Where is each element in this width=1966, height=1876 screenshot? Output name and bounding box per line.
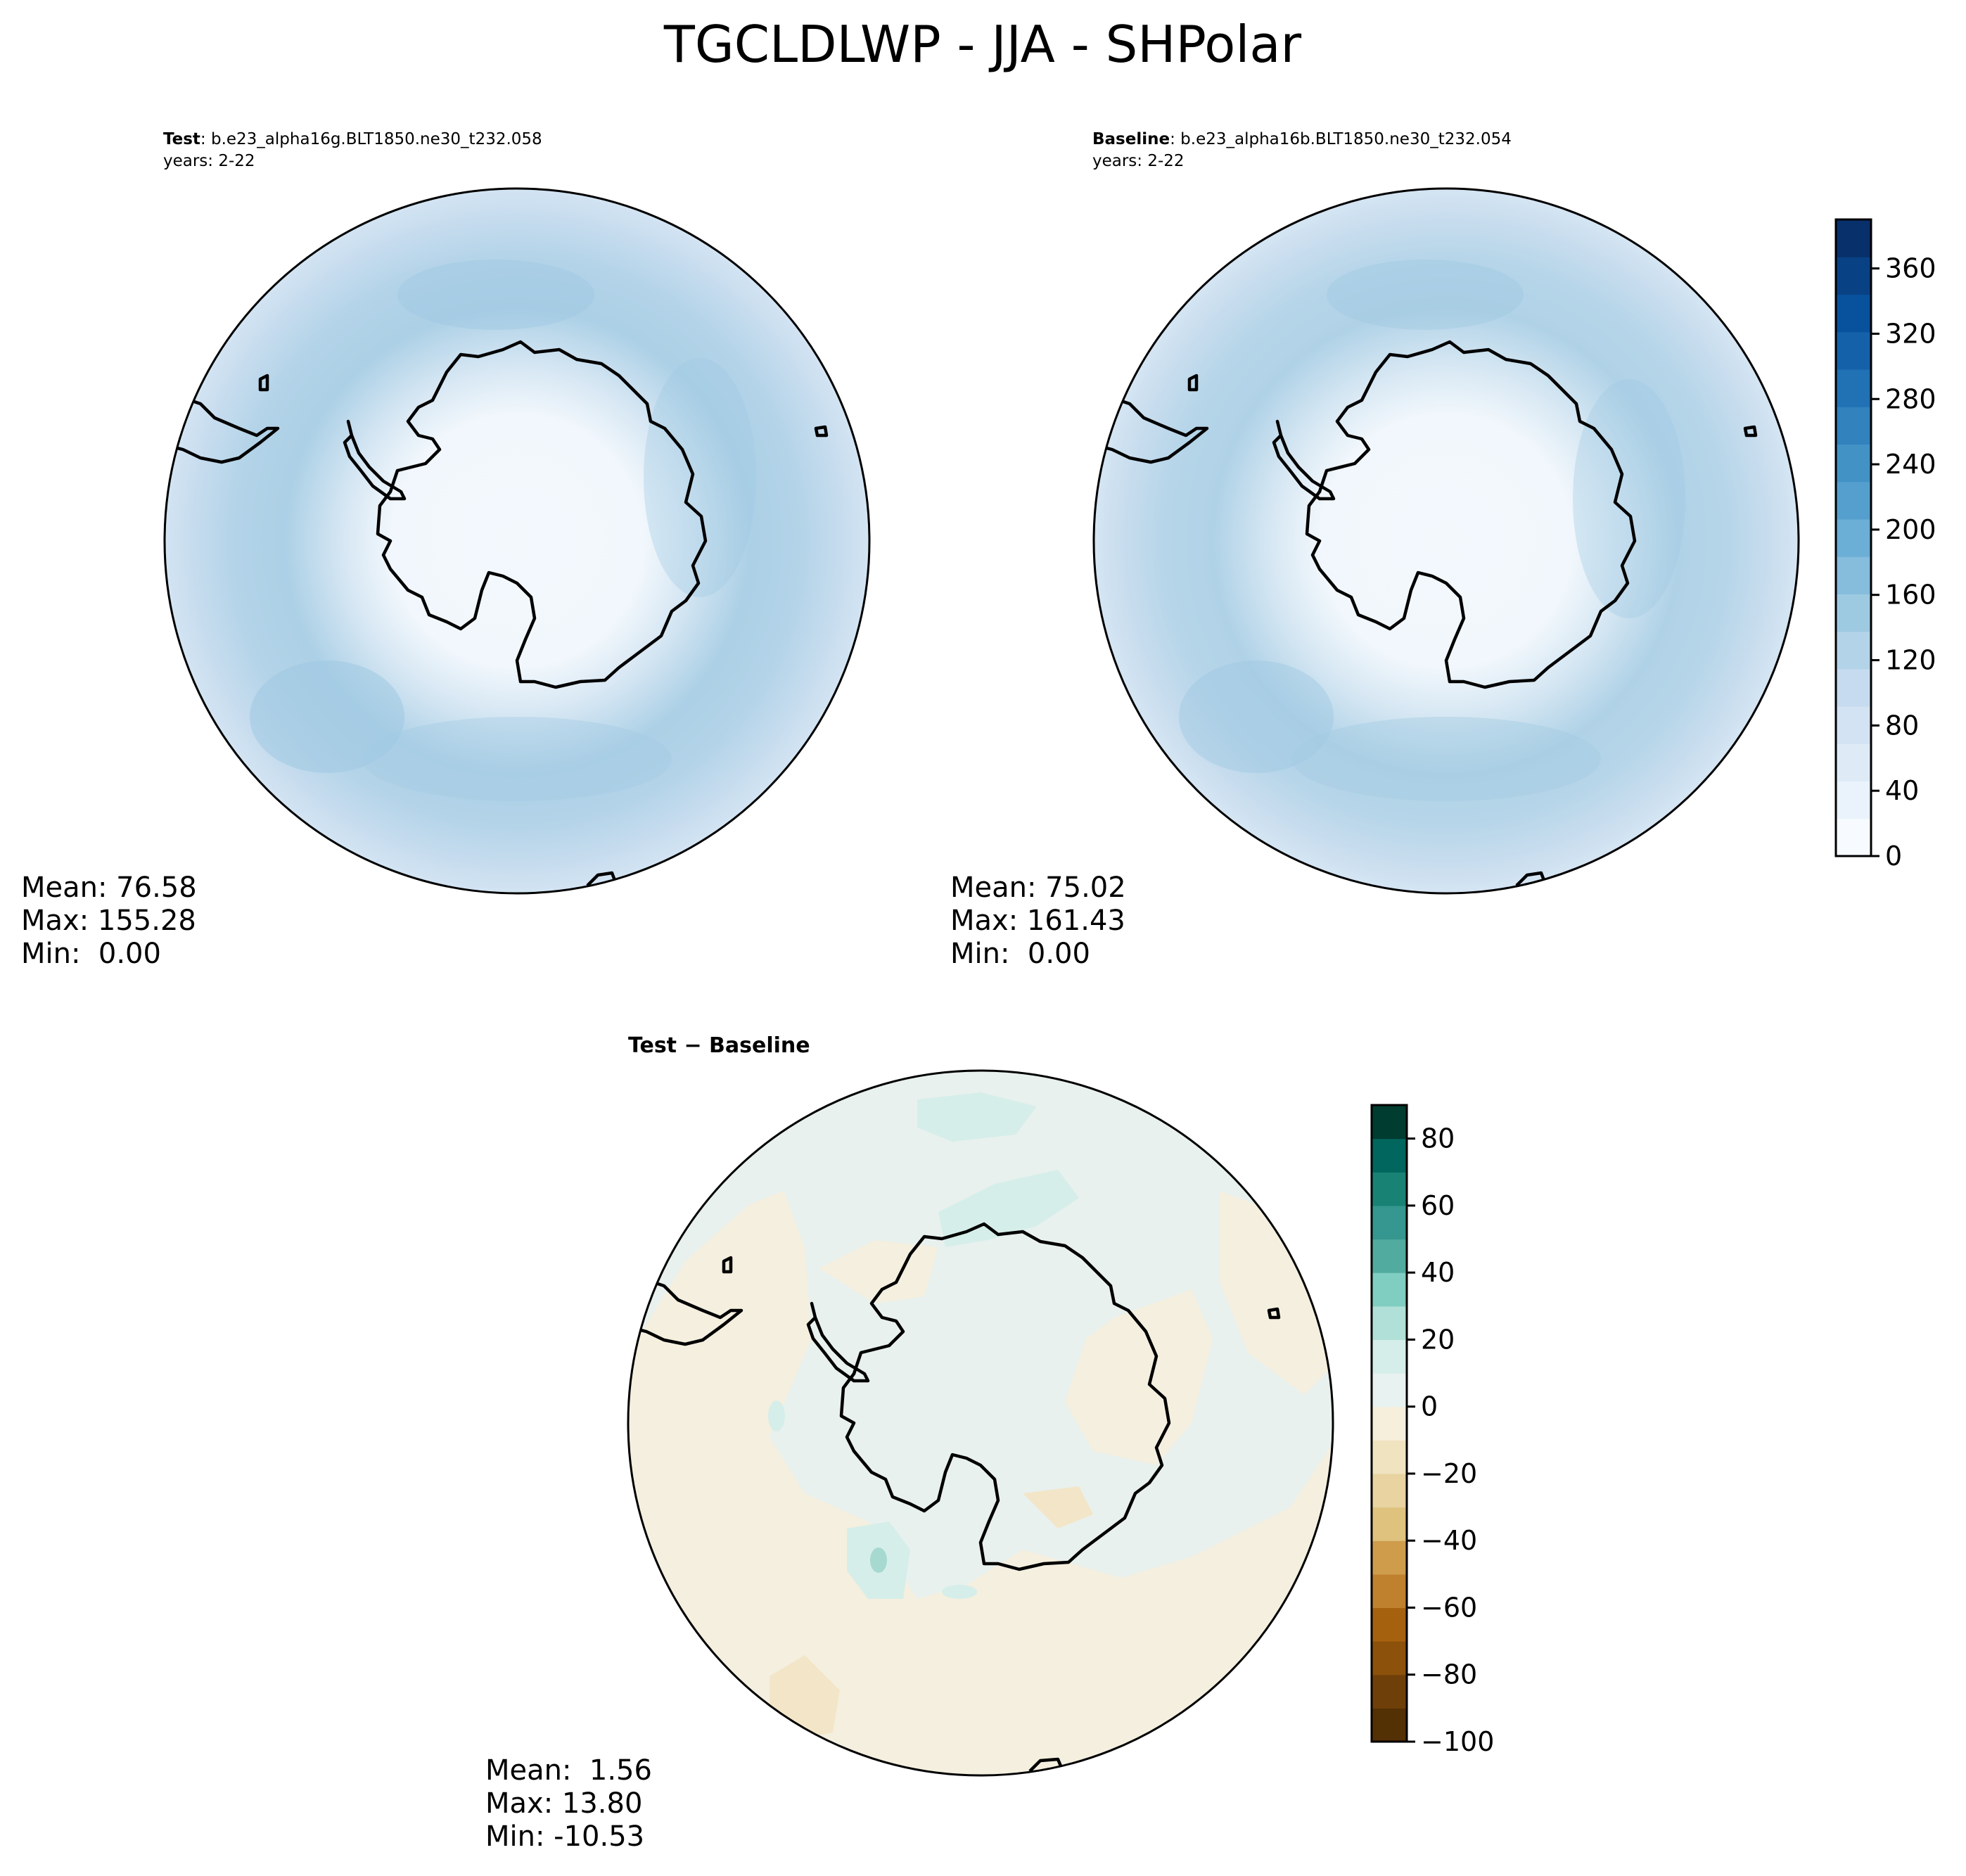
main-colorbar-segment <box>1836 407 1871 445</box>
diff-colorbar-segment <box>1372 1473 1407 1508</box>
diff-colorbar-segment <box>1372 1540 1407 1575</box>
main-colorbar-segment <box>1836 818 1871 857</box>
main-colorbar-segment <box>1836 369 1871 407</box>
diff-map <box>628 1071 1333 1775</box>
main-colorbar-segment <box>1836 631 1871 670</box>
figure-title: TGCLDLWP - JJA - SHPolar <box>663 15 1302 74</box>
diff-colorbar-segment <box>1372 1205 1407 1240</box>
baseline-map-boundary <box>1092 187 1800 895</box>
baseline-mean: Mean: 75.02 <box>950 872 1126 904</box>
diff-min: Min: -10.53 <box>485 1820 644 1853</box>
diff-colorbar-segment <box>1372 1440 1407 1474</box>
diff-colorbar-tick-label: −100 <box>1421 1726 1494 1757</box>
diff-colorbar-segment <box>1372 1306 1407 1341</box>
diff-colorbar-segment <box>1372 1373 1407 1408</box>
diff-colorbar-segment <box>1372 1172 1407 1206</box>
main-colorbar-tick-label: 80 <box>1885 710 1919 741</box>
baseline-min: Min: 0.00 <box>950 938 1090 970</box>
baseline-map <box>1094 189 1799 893</box>
diff-colorbar-segment <box>1372 1138 1407 1173</box>
diff-max: Max: 13.80 <box>485 1787 642 1820</box>
diff-colorbar-tick-label: 80 <box>1421 1123 1455 1154</box>
test-case-label: Test: b.e23_alpha16g.BLT1850.ne30_t232.0… <box>163 130 542 148</box>
diff-colorbar-segment <box>1372 1272 1407 1307</box>
baseline-max: Max: 161.43 <box>950 905 1125 937</box>
diff-colorbar-tick-label: 0 <box>1421 1391 1438 1422</box>
main-colorbar-segment <box>1836 294 1871 333</box>
main-colorbar-segment <box>1836 668 1871 707</box>
diff-colorbar-segment <box>1372 1339 1407 1374</box>
diff-colorbar-segment <box>1372 1708 1407 1742</box>
diff-colorbar-segment <box>1372 1574 1407 1609</box>
main-colorbar-segment <box>1836 518 1871 557</box>
diff-map-boundary <box>627 1069 1334 1777</box>
main-colorbar-segment <box>1836 257 1871 295</box>
main-colorbar-segment <box>1836 594 1871 632</box>
baseline-label-bold: Baseline <box>1092 130 1170 148</box>
baseline-case-name: : b.e23_alpha16b.BLT1850.ne30_t232.054 <box>1170 130 1512 148</box>
main-colorbar-tick-label: 40 <box>1885 775 1919 806</box>
diff-colorbar-segment <box>1372 1507 1407 1541</box>
diff-label: Test − Baseline <box>628 1033 810 1058</box>
test-mean: Mean: 76.58 <box>21 872 197 904</box>
main-colorbar-tick-label: 0 <box>1885 841 1902 872</box>
diff-colorbar-tick-label: 40 <box>1421 1257 1455 1288</box>
test-years-label: years: 2-22 <box>163 152 255 170</box>
baseline-panel: Baseline: b.e23_alpha16b.BLT1850.ne30_t2… <box>950 130 1800 970</box>
diff-colorbar-segment <box>1372 1239 1407 1273</box>
diff-colorbar-segment <box>1372 1641 1407 1676</box>
diff-colorbar-tick-label: −80 <box>1421 1659 1477 1690</box>
test-max: Max: 155.28 <box>21 905 196 937</box>
diff-colorbar-tick-label: 20 <box>1421 1324 1455 1355</box>
test-min: Min: 0.00 <box>21 938 161 970</box>
test-panel: Test: b.e23_alpha16g.BLT1850.ne30_t232.0… <box>21 130 871 970</box>
main-colorbar-segment <box>1836 744 1871 782</box>
diff-colorbar-segment <box>1372 1105 1407 1140</box>
main-colorbar-tick-label: 320 <box>1885 318 1936 349</box>
test-map-boundary <box>163 187 871 895</box>
main-colorbar-tick-label: 360 <box>1885 253 1936 284</box>
diff-colorbar: 80 60 40 20 0 −20 −40 −60 −80 −100 <box>1370 1104 1494 1757</box>
diff-colorbar-tick-label: −20 <box>1421 1458 1477 1489</box>
diff-panel: Test − Baseline <box>485 1033 1334 1853</box>
baseline-case-label: Baseline: b.e23_alpha16b.BLT1850.ne30_t2… <box>1092 130 1512 148</box>
main-colorbar: 0 40 80 120 160 200 240 280 320 360 <box>1834 218 1936 872</box>
diff-colorbar-segment <box>1372 1406 1407 1441</box>
main-colorbar-segment <box>1836 444 1871 483</box>
main-colorbar-tick-label: 160 <box>1885 580 1936 611</box>
main-colorbar-segment <box>1836 781 1871 819</box>
diff-colorbar-tick-label: −60 <box>1421 1592 1477 1623</box>
main-colorbar-segment <box>1836 331 1871 370</box>
main-colorbar-segment <box>1836 219 1871 257</box>
diff-colorbar-segment <box>1372 1607 1407 1642</box>
main-colorbar-segment <box>1836 481 1871 520</box>
diff-mean: Mean: 1.56 <box>485 1754 652 1787</box>
baseline-years-label: years: 2-22 <box>1092 152 1185 170</box>
diff-colorbar-tick-label: −40 <box>1421 1525 1477 1556</box>
test-label-bold: Test <box>163 130 200 148</box>
main-colorbar-tick-label: 240 <box>1885 449 1936 480</box>
main-colorbar-tick-label: 280 <box>1885 383 1936 414</box>
diff-colorbar-tick-label: 60 <box>1421 1190 1455 1221</box>
test-map <box>165 189 869 893</box>
main-colorbar-segment <box>1836 706 1871 744</box>
diff-colorbar-segment <box>1372 1674 1407 1709</box>
main-colorbar-tick-label: 200 <box>1885 514 1936 545</box>
main-colorbar-tick-label: 120 <box>1885 645 1936 676</box>
test-case-name: : b.e23_alpha16g.BLT1850.ne30_t232.058 <box>200 130 542 148</box>
main-colorbar-segment <box>1836 556 1871 594</box>
